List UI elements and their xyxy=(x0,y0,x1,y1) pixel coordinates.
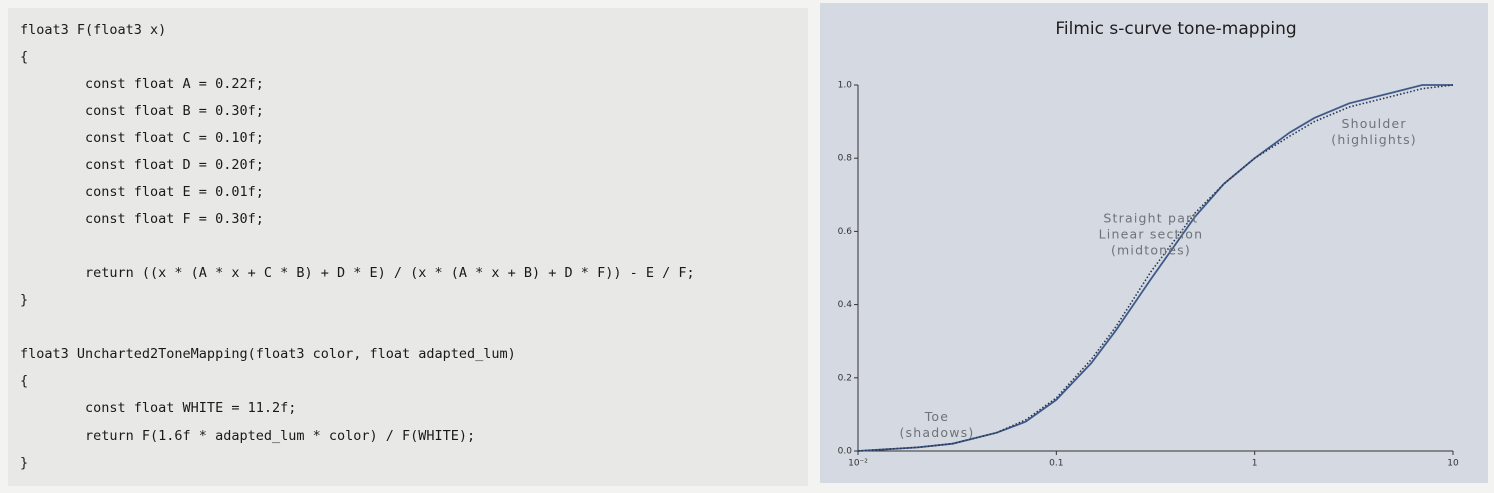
code-line: float3 F(float3 x) xyxy=(20,22,167,38)
annotation: Toe xyxy=(924,409,949,424)
y-tick-label: 0.2 xyxy=(838,373,852,383)
code-line: const float B = 0.30f; xyxy=(20,103,264,119)
annotation: (midtones) xyxy=(1111,243,1191,258)
y-tick-label: 1.0 xyxy=(838,81,853,91)
code-line: const float WHITE = 11.2f; xyxy=(20,400,297,416)
x-tick-label: 10⁻² xyxy=(848,459,868,469)
x-tick-label: 10 xyxy=(1447,459,1459,469)
code-line: } xyxy=(20,292,29,308)
x-tick-label: 0.1 xyxy=(1049,459,1063,469)
code-line: const float A = 0.22f; xyxy=(20,76,264,92)
chart-background xyxy=(820,3,1488,483)
annotation: (shadows) xyxy=(899,425,974,440)
chart: Filmic s-curve tone-mapping 0.0 0.2 0.4 0.6… xyxy=(820,3,1488,483)
line-series xyxy=(857,84,1454,452)
y-tick-label: 0.0 xyxy=(838,447,853,457)
annotation: Straight part xyxy=(1103,211,1198,226)
annotation: Shoulder xyxy=(1341,116,1406,131)
code-line: const float C = 0.10f; xyxy=(20,130,264,146)
code-line: const float D = 0.20f; xyxy=(20,157,264,173)
y-tick-label: 0.8 xyxy=(838,154,853,164)
x-tick-label: 1 xyxy=(1252,459,1258,469)
code-panel: float3 F(float3 x) { const float A = 0.22… xyxy=(8,8,808,486)
code-line: return F(1.6f * adapted_lum * color) / F… xyxy=(20,428,476,444)
code-line: const float E = 0.01f; xyxy=(20,184,264,200)
code-line: return ((x * (A * x + C * B) + D * E) / … xyxy=(20,265,695,281)
code-line: { xyxy=(20,373,29,389)
annotation: (highlights) xyxy=(1331,132,1417,147)
code-line: const float F = 0.30f; xyxy=(20,211,264,227)
line-series xyxy=(857,84,1453,452)
chart-title: Filmic s-curve tone-mapping xyxy=(1055,19,1296,39)
y-tick-label: 0.6 xyxy=(838,227,853,237)
code-line: { xyxy=(20,49,29,65)
code-line: float3 Uncharted2ToneMapping(float3 colo… xyxy=(20,346,516,362)
code-line: } xyxy=(20,455,29,471)
y-tick-label: 0.4 xyxy=(838,300,853,310)
annotation: Linear section xyxy=(1099,227,1204,242)
